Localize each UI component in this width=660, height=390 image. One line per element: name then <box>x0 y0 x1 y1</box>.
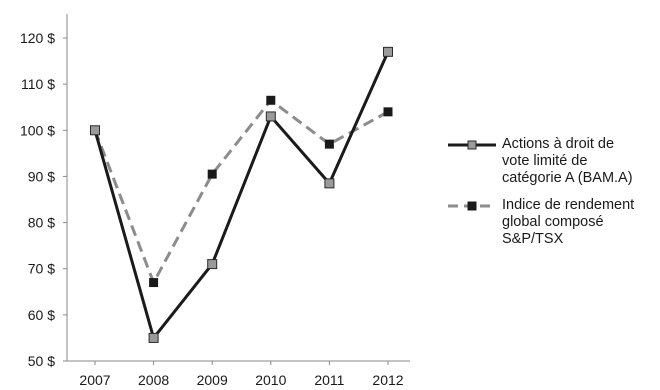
series-1 <box>90 46 393 343</box>
legend-label-line: global composé <box>502 214 604 230</box>
x-tick-label: 2007 <box>79 372 110 388</box>
data-point <box>324 178 335 189</box>
x-tick-label: 2010 <box>255 372 286 388</box>
y-tick-label: 100 $ <box>20 122 55 138</box>
legend-label-line: vote limité de <box>502 153 588 169</box>
y-tick-label: 120 $ <box>20 30 55 46</box>
x-tick-label: 2009 <box>197 372 228 388</box>
legend-item-1: Actions à droit de vote limité de catégori… <box>440 136 660 187</box>
data-point <box>149 278 159 288</box>
legend-swatch <box>448 140 496 150</box>
data-point <box>324 139 334 149</box>
legend-label-line: Actions à droit de <box>502 136 615 152</box>
data-point <box>90 125 100 136</box>
legend-swatch <box>448 201 496 211</box>
series-line <box>93 51 390 340</box>
legend-label-line: catégorie A (BAM.A) <box>502 170 633 186</box>
data-point <box>383 46 393 57</box>
x-axis-ticks: 2007 2008 2009 2010 2011 2012 <box>79 361 404 388</box>
data-point <box>148 332 159 343</box>
y-tick-label: 70 $ <box>28 261 55 277</box>
y-tick-label: 80 $ <box>28 215 55 231</box>
series-layer <box>90 46 393 343</box>
data-point <box>266 95 276 105</box>
y-axis-ticks: 50 $ 60 $ 70 $ 80 $ 90 $ 100 $ 110 $ 120 $ <box>20 30 67 369</box>
legend: Actions à droit de vote limité de catégori… <box>440 136 660 258</box>
legend-label-line: Indice de rendement <box>502 197 635 213</box>
data-point <box>207 259 218 270</box>
y-tick-label: 90 $ <box>28 168 55 184</box>
chart-axes <box>66 14 410 362</box>
legend-label-line: S&P/TSX <box>502 231 564 247</box>
data-point <box>383 107 393 117</box>
y-tick-label: 60 $ <box>28 307 55 323</box>
data-point <box>265 111 276 122</box>
y-tick-label: 50 $ <box>28 353 55 369</box>
x-tick-label: 2011 <box>314 372 344 388</box>
x-tick-label: 2008 <box>138 372 169 388</box>
legend-item-2: Indice de rendement global composé S&P/TSX <box>440 197 660 248</box>
data-point <box>207 169 217 179</box>
series-line <box>93 98 389 285</box>
y-tick-label: 110 $ <box>21 76 55 92</box>
x-tick-label: 2012 <box>372 372 403 388</box>
